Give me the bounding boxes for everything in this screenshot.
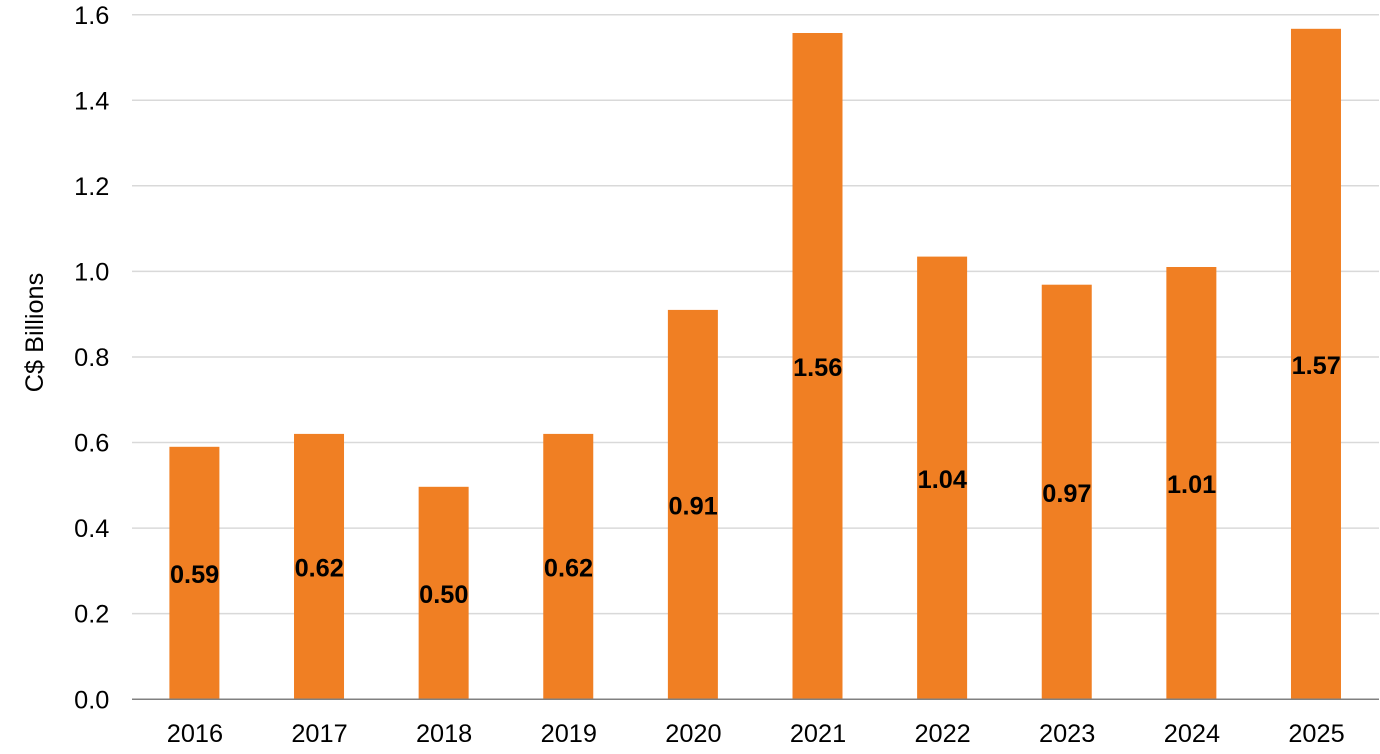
svg-text:1.01: 1.01 — [1167, 471, 1216, 499]
svg-text:1.0: 1.0 — [74, 259, 109, 287]
svg-text:0.0: 0.0 — [74, 686, 109, 714]
svg-text:2019: 2019 — [541, 720, 597, 748]
svg-text:0.91: 0.91 — [668, 493, 717, 521]
svg-text:1.6: 1.6 — [74, 2, 109, 30]
svg-text:0.62: 0.62 — [544, 554, 593, 582]
svg-text:2020: 2020 — [665, 720, 721, 748]
svg-text:2022: 2022 — [914, 720, 970, 748]
svg-text:0.6: 0.6 — [74, 430, 109, 458]
svg-text:2025: 2025 — [1288, 720, 1344, 748]
svg-text:2024: 2024 — [1164, 720, 1220, 748]
svg-text:1.4: 1.4 — [74, 87, 109, 115]
svg-text:2021: 2021 — [790, 720, 846, 748]
svg-text:1.56: 1.56 — [793, 354, 842, 382]
svg-text:1.04: 1.04 — [918, 466, 967, 494]
svg-text:2017: 2017 — [291, 720, 347, 748]
svg-text:0.4: 0.4 — [74, 515, 109, 543]
svg-text:1.2: 1.2 — [74, 173, 109, 201]
svg-text:1.57: 1.57 — [1292, 352, 1341, 380]
svg-text:0.97: 0.97 — [1042, 480, 1091, 508]
svg-text:2016: 2016 — [167, 720, 223, 748]
svg-text:0.62: 0.62 — [295, 554, 344, 582]
svg-text:0.2: 0.2 — [74, 601, 109, 629]
svg-text:0.50: 0.50 — [419, 581, 468, 609]
svg-text:2018: 2018 — [416, 720, 472, 748]
svg-text:2023: 2023 — [1039, 720, 1095, 748]
svg-text:0.59: 0.59 — [170, 561, 219, 589]
svg-text:C$ Billions: C$ Billions — [21, 273, 49, 393]
svg-text:0.8: 0.8 — [74, 344, 109, 372]
